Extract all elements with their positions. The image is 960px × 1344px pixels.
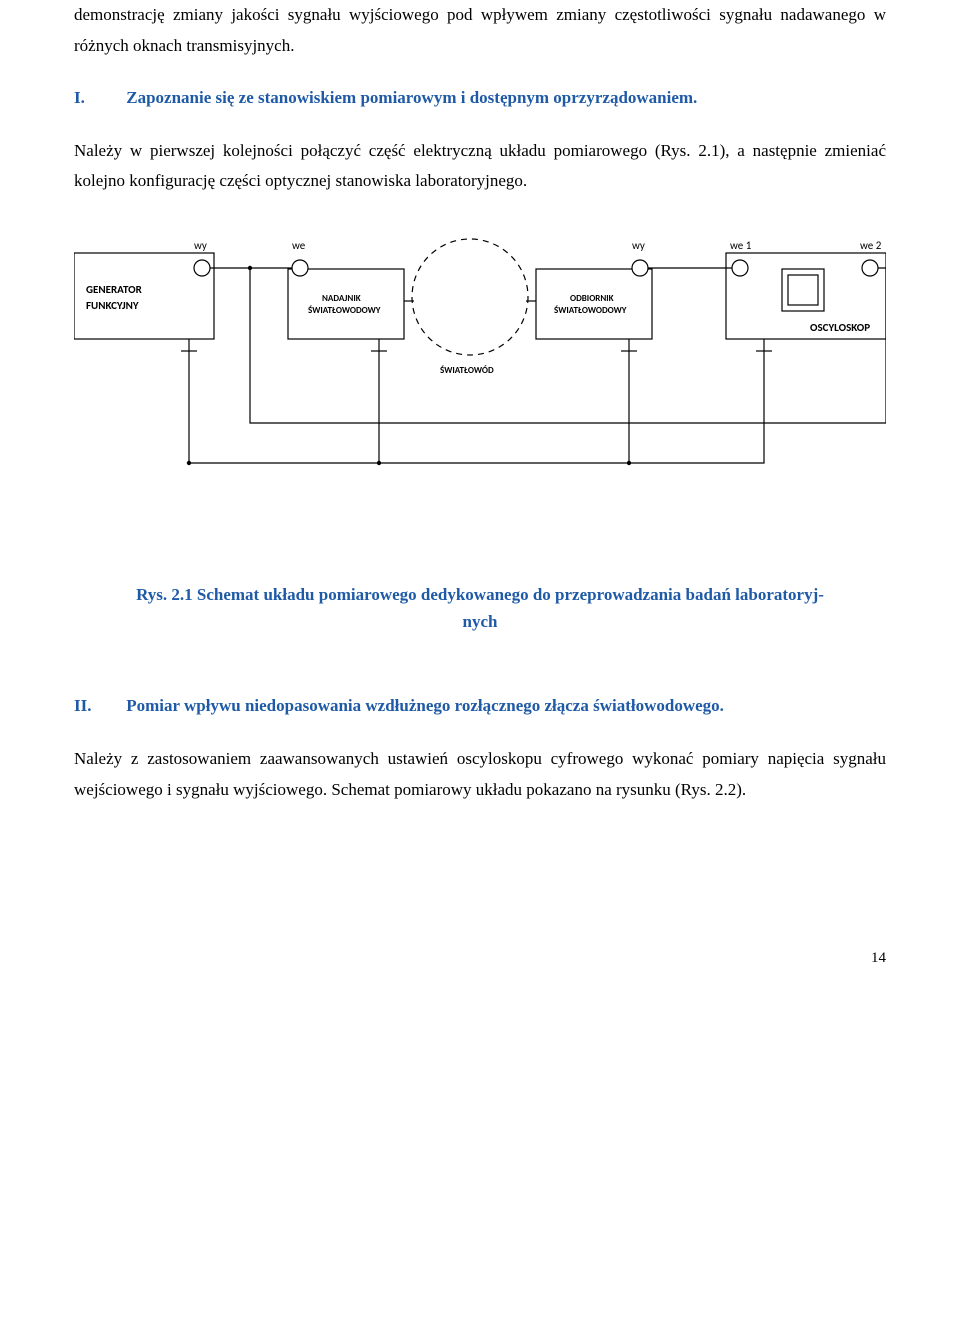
fiber-loop — [412, 239, 528, 355]
section-2-paragraph: Należy z zastosowaniem zaawansowanych us… — [74, 744, 886, 805]
figure-caption-line1: Rys. 2.1 Schemat układu pomiarowego dedy… — [136, 585, 824, 604]
section-1-heading: I. Zapoznanie się ze stanowiskiem pomiar… — [74, 83, 886, 114]
label-oscyloskop: OSCYLOSKOP — [810, 321, 870, 334]
section-2-title: Pomiar wpływu niedopasowania wzdłużnego … — [126, 696, 724, 715]
label-scope-we1: we 1 — [730, 239, 752, 252]
label-odbiornik-wy: wy — [632, 239, 645, 252]
section-2-heading: II. Pomiar wpływu niedopasowania wzdłużn… — [74, 691, 886, 722]
block-diagram-svg: GENERATOR FUNKCYJNY wy NADAJNIK ŚWIATŁOW… — [74, 223, 886, 533]
label-nadajnik-1: NADAJNIK — [322, 293, 361, 304]
oscilloscope-screen-inner-icon — [788, 275, 818, 305]
label-scope-we2: we 2 — [860, 239, 882, 252]
label-generator-2: FUNKCYJNY — [86, 299, 139, 312]
port-scope-we2 — [862, 260, 878, 276]
port-nadajnik-we — [292, 260, 308, 276]
figure-2-1-caption: Rys. 2.1 Schemat układu pomiarowego dedy… — [74, 581, 886, 635]
port-scope-we1 — [732, 260, 748, 276]
section-1-title: Zapoznanie się ze stanowiskiem pomiarowy… — [126, 88, 697, 107]
label-odbiornik-2: ŚWIATŁOWODOWY — [554, 304, 627, 316]
section-1-paragraph: Należy w pierwszej kolejności połączyć c… — [74, 136, 886, 197]
port-odbiornik-wy — [632, 260, 648, 276]
label-nadajnik-2: ŚWIATŁOWODOWY — [308, 304, 381, 316]
block-nadajnik — [288, 269, 404, 339]
label-odbiornik-1: ODBIORNIK — [570, 293, 614, 304]
block-odbiornik — [536, 269, 652, 339]
label-swiatlowod: ŚWIATŁOWÓD — [440, 364, 494, 376]
label-generator-1: GENERATOR — [86, 283, 143, 296]
block-generator — [74, 253, 214, 339]
figure-caption-line2: nych — [74, 608, 886, 635]
label-generator-wy: wy — [194, 239, 207, 252]
figure-2-1-diagram: GENERATOR FUNKCYJNY wy NADAJNIK ŚWIATŁOW… — [74, 223, 886, 533]
section-2-number: II. — [74, 691, 122, 722]
intro-paragraph: demonstrację zmiany jakości sygnału wyjś… — [74, 0, 886, 61]
section-1-number: I. — [74, 83, 122, 114]
label-nadajnik-we: we — [292, 239, 306, 252]
page-number: 14 — [74, 945, 886, 972]
port-generator-wy — [194, 260, 210, 276]
